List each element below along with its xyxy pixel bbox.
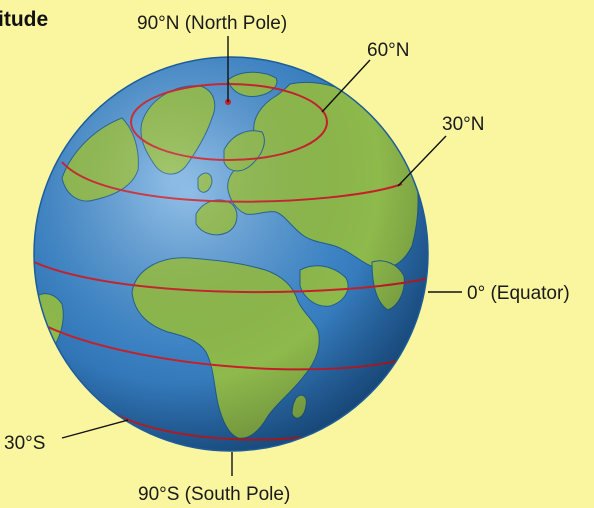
north-pole-label: 90°N (North Pole) (137, 13, 287, 34)
section-heading: itude (0, 8, 48, 31)
globe (33, 56, 429, 452)
equator-label: 0° (Equator) (467, 283, 570, 304)
lat-30s-label: 30°S (4, 433, 45, 454)
lat-60n-label: 60°N (367, 40, 409, 61)
lat-30n-label: 30°N (442, 114, 484, 135)
lat-30n-leader (397, 135, 447, 187)
lat-60n-leader (321, 59, 371, 113)
globe-shading (34, 57, 428, 451)
south-pole-label: 90°S (South Pole) (138, 484, 290, 505)
globe-outline (33, 56, 429, 452)
lat-30s-leader (61, 419, 129, 439)
